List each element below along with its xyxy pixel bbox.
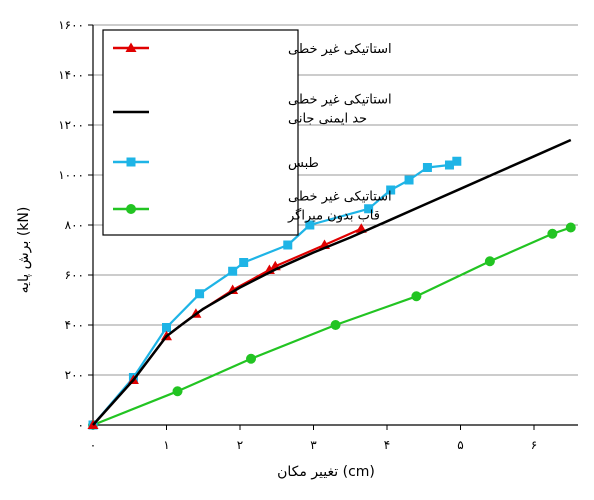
y-tick-label: ۱۶۰۰ bbox=[58, 18, 84, 32]
legend: استاتیکی غیر خطی استاتیکی غیر خطی حد ایمنی… bbox=[102, 29, 392, 236]
series-line bbox=[92, 138, 572, 426]
legend-swatch-marker bbox=[126, 204, 136, 214]
legend-label: حد ایمنی جانی bbox=[288, 112, 367, 127]
legend-item: استاتیکی غیر خطی قاب بدون میراگر bbox=[113, 190, 392, 224]
data-point bbox=[411, 291, 422, 302]
y-tick-label: ۸۰۰ bbox=[65, 218, 84, 232]
x-tick-label: ۴ bbox=[384, 438, 390, 452]
data-point bbox=[228, 266, 238, 276]
series-line bbox=[92, 227, 362, 426]
legend-box bbox=[102, 29, 299, 236]
data-point bbox=[364, 204, 374, 214]
legend-swatch-marker bbox=[126, 157, 136, 167]
data-point bbox=[422, 163, 432, 172]
x-tick-label: ۰ bbox=[90, 438, 96, 452]
x-tick-label: ۵ bbox=[457, 438, 463, 452]
series-group bbox=[87, 138, 576, 430]
data-point bbox=[484, 256, 495, 267]
data-point bbox=[239, 258, 249, 267]
series-2 bbox=[92, 138, 572, 426]
data-point bbox=[330, 320, 341, 330]
axes: ۰ ۲۰۰ ۴۰۰ ۶۰۰ ۸۰۰ ۱۰۰۰ ۱۲۰۰ ۱۴۰۰ ۱۶۰۰ ۰ ۱ ۲ ۳ ۴ ۵ ۶ bbox=[58, 18, 578, 452]
data-point bbox=[386, 185, 396, 195]
data-point bbox=[227, 284, 239, 294]
y-tick-label: ۶۰۰ bbox=[65, 268, 84, 282]
series-line bbox=[92, 226, 572, 427]
x-tick-label: ۶ bbox=[531, 438, 537, 452]
legend-item: استاتیکی غیر خطی bbox=[113, 42, 392, 57]
data-point bbox=[452, 156, 462, 166]
y-axis-title: برش پایه (kN) bbox=[16, 207, 32, 294]
x-tick-label: ۲ bbox=[237, 438, 243, 452]
data-point bbox=[404, 175, 414, 185]
data-point bbox=[283, 240, 293, 250]
legend-label: قاب بدون میراگر bbox=[287, 208, 380, 224]
legend-label: استاتیکی غیر خطی bbox=[288, 93, 392, 108]
series-4 bbox=[88, 222, 576, 430]
x-axis-title: تغییر مکان (cm) bbox=[277, 464, 375, 480]
y-tick-label: ۲۰۰ bbox=[65, 368, 84, 382]
data-point bbox=[195, 289, 205, 299]
legend-label: استاتیکی غیر خطی bbox=[288, 42, 392, 57]
data-point bbox=[444, 160, 454, 170]
y-tick-label: ۴۰۰ bbox=[65, 318, 84, 332]
y-tick-label: ۱۴۰۰ bbox=[58, 68, 84, 82]
y-tick-label: ۱۰۰۰ bbox=[58, 168, 84, 182]
series-1 bbox=[87, 223, 367, 429]
x-tick-label: ۱ bbox=[163, 438, 169, 452]
data-point bbox=[565, 222, 576, 233]
data-point bbox=[547, 228, 558, 239]
data-point bbox=[172, 386, 183, 397]
legend-item: استاتیکی غیر خطی حد ایمنی جانی bbox=[113, 93, 392, 127]
data-point bbox=[246, 353, 257, 364]
data-point bbox=[162, 323, 171, 332]
legend-label: استاتیکی غیر خطی bbox=[288, 190, 392, 205]
y-tick-label: ۱۲۰۰ bbox=[58, 118, 84, 132]
x-tick-label: ۳ bbox=[310, 438, 317, 452]
data-point bbox=[305, 220, 315, 230]
legend-label: طبس bbox=[288, 156, 319, 171]
y-tick-label: ۰ bbox=[78, 418, 84, 432]
legend-swatch-marker bbox=[125, 42, 137, 52]
legend-item: طبس bbox=[113, 156, 319, 171]
